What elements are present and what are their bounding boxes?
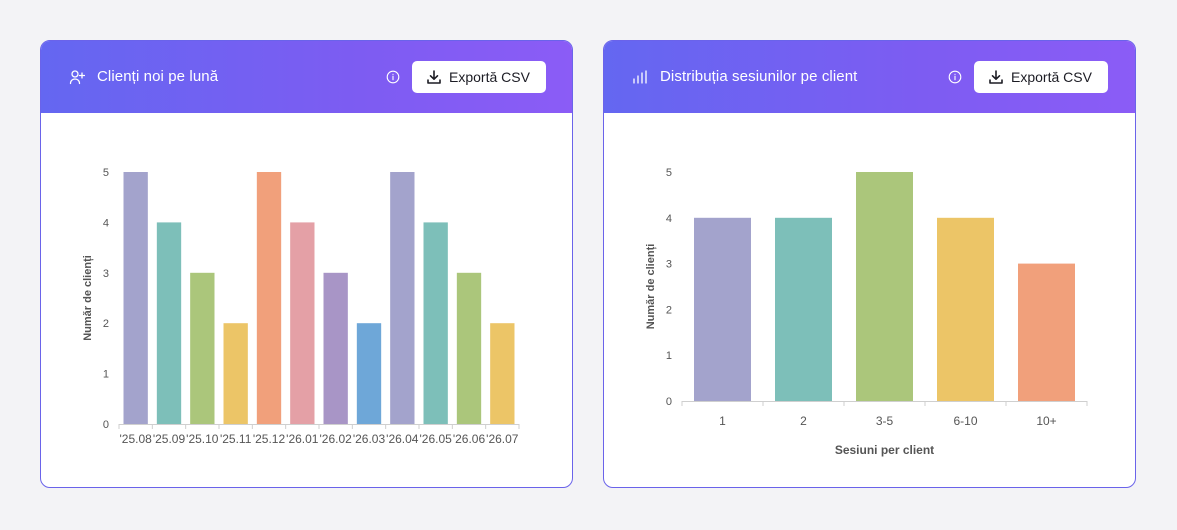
bar: [490, 323, 515, 424]
y-tick-label: 5: [666, 167, 672, 179]
y-tick-label: 3: [666, 259, 672, 271]
bar: [290, 222, 315, 424]
download-icon: [427, 70, 441, 84]
bar: [856, 172, 913, 401]
y-tick-label: 2: [666, 304, 672, 316]
bar: [423, 222, 448, 424]
x-tick-label: '26.07: [486, 432, 519, 446]
x-tick-label: '25.12: [253, 432, 286, 446]
bar: [456, 272, 482, 424]
bar: [390, 172, 415, 424]
x-tick-label: 10+: [1036, 414, 1056, 428]
y-tick-label: 4: [666, 213, 672, 225]
new-clients-bar-chart: 0 1 2 3 4 5 Număr de clienți '25.08'25.09'25.10…: [82, 167, 520, 446]
bar: [694, 217, 751, 401]
bar: [775, 217, 832, 401]
download-icon: [989, 70, 1003, 84]
card-header: Clienți noi pe lună Exportă CSV: [41, 41, 572, 113]
bar: [156, 222, 182, 424]
x-tick-label: '26.04: [386, 432, 419, 446]
x-tick-label: '26.06: [453, 432, 486, 446]
x-tick-label: '26.02: [320, 432, 353, 446]
bar: [323, 272, 348, 424]
y-axis-label: Număr de clienți: [82, 255, 94, 341]
bar: [190, 272, 215, 424]
y-tick-label: 1: [666, 350, 672, 362]
y-tick-label: 2: [103, 318, 109, 330]
x-tick-label: '25.08: [120, 432, 153, 446]
info-icon[interactable]: [386, 70, 400, 84]
bar: [123, 172, 148, 424]
x-tick-label: 3-5: [876, 414, 894, 428]
y-tick-label: 4: [103, 217, 109, 229]
session-distribution-bar-chart: 0 1 2 3 4 5 Număr de clienți 1 2 3-5 6-10 10+ Sesiun…: [645, 167, 1088, 457]
export-csv-button[interactable]: Exportă CSV: [412, 61, 546, 93]
x-tick-label: 6-10: [953, 414, 977, 428]
new-clients-card: Clienți noi pe lună Exportă CSV 0 1 2 3 4 5 Nu…: [40, 40, 573, 488]
x-tick-label: '26.05: [420, 432, 453, 446]
export-csv-label: Exportă CSV: [449, 69, 530, 85]
bar: [223, 323, 248, 424]
bar: [1018, 263, 1075, 401]
card-title: Distribuția sesiunilor pe client: [660, 68, 858, 85]
bar: [937, 217, 994, 401]
x-axis-label: Sesiuni per client: [835, 443, 934, 457]
x-tick-label: '25.09: [153, 432, 186, 446]
card-header: Distribuția sesiunilor pe client Exportă…: [604, 41, 1135, 113]
x-tick-label: '26.01: [286, 432, 319, 446]
card-title: Clienți noi pe lună: [97, 68, 219, 85]
export-csv-button[interactable]: Exportă CSV: [974, 61, 1108, 93]
user-plus-icon: [69, 70, 85, 85]
bar: [256, 172, 282, 424]
info-icon[interactable]: [948, 70, 962, 84]
bar: [356, 323, 382, 424]
y-tick-label: 5: [103, 167, 109, 179]
y-tick-label: 0: [666, 396, 672, 408]
export-csv-label: Exportă CSV: [1011, 69, 1092, 85]
y-axis-label: Număr de clienți: [645, 244, 657, 330]
x-tick-label: '25.10: [186, 432, 219, 446]
y-tick-label: 1: [103, 369, 109, 381]
x-tick-label: 2: [800, 414, 807, 428]
x-tick-label: '26.03: [353, 432, 386, 446]
y-tick-label: 0: [103, 419, 109, 431]
x-tick-label: 1: [719, 414, 726, 428]
x-tick-label: '25.11: [220, 432, 252, 446]
y-tick-label: 3: [103, 268, 109, 280]
session-distribution-card: Distribuția sesiunilor pe client Exportă…: [603, 40, 1136, 488]
bar-chart-icon: [633, 70, 647, 84]
